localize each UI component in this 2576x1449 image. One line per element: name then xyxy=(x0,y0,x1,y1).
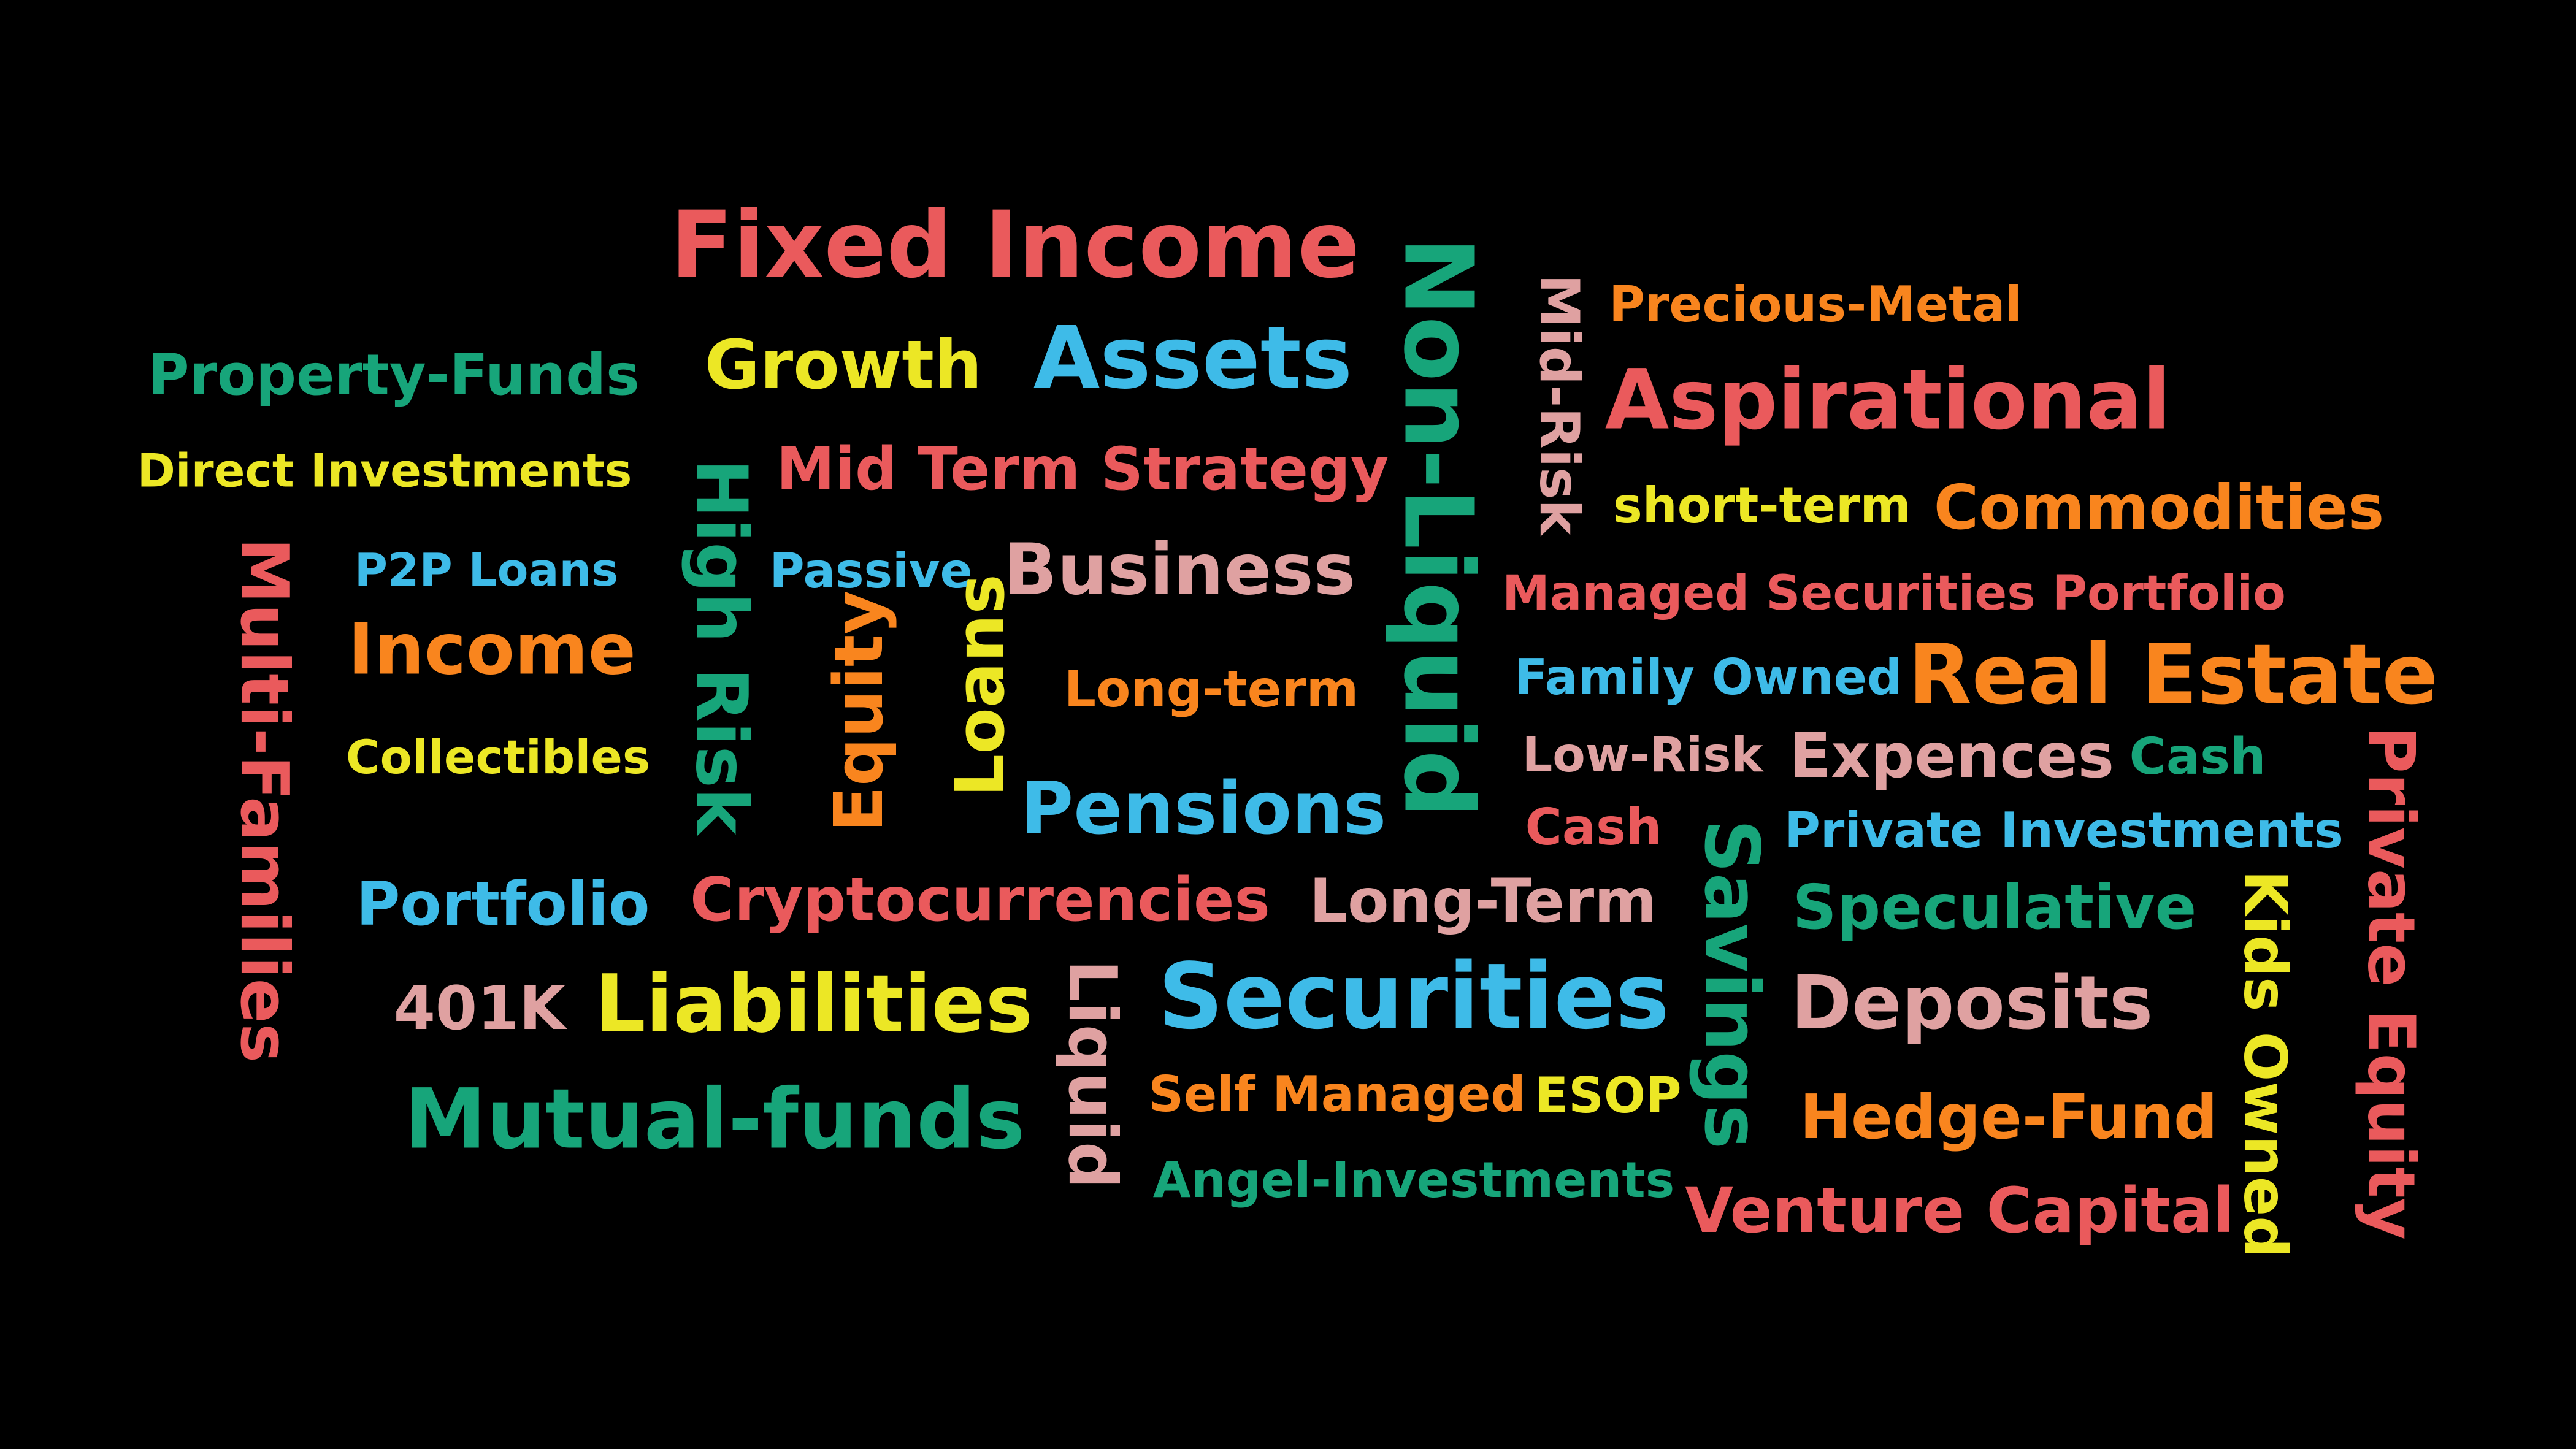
word-p2p-loans: P2P Loans xyxy=(354,544,619,597)
word-mid-risk: Mid-Risk xyxy=(1528,273,1591,536)
word-private-investments: Private Investments xyxy=(1784,802,2344,859)
word-kids-owned: Kids Owned xyxy=(2231,870,2299,1258)
word-short-term: short-term xyxy=(1613,477,1911,534)
word-property-funds: Property-Funds xyxy=(148,342,640,408)
word-business: Business xyxy=(1003,529,1356,611)
word-deposits: Deposits xyxy=(1790,961,2153,1046)
word-passive: Passive xyxy=(769,544,973,599)
word-equity: Equity xyxy=(819,590,898,833)
word-income: Income xyxy=(348,608,636,691)
word-loans: Loans xyxy=(941,574,1019,797)
word-401k: 401K xyxy=(393,974,566,1044)
word-angel-investments: Angel-Investments xyxy=(1152,1152,1675,1209)
word-private-equity: Private Equity xyxy=(2353,725,2429,1241)
word-cash-green: Cash xyxy=(2129,728,2266,786)
word-expences: Expences xyxy=(1788,720,2115,792)
word-high-risk: High Risk xyxy=(680,459,762,835)
word-managed-securities-portfolio: Managed Securities Portfolio xyxy=(1502,566,2286,621)
word-commodities: Commodities xyxy=(1933,472,2385,543)
word-aspirational: Aspirational xyxy=(1604,351,2171,448)
word-direct-investments: Direct Investments xyxy=(137,443,632,498)
word-long-term: Long-term xyxy=(1064,660,1359,719)
word-esop: ESOP xyxy=(1535,1067,1682,1124)
word-self-managed: Self Managed xyxy=(1148,1066,1526,1123)
word-mid-term-strategy: Mid Term Strategy xyxy=(776,435,1389,503)
word-mutual-funds: Mutual-funds xyxy=(404,1071,1025,1168)
word-real-estate: Real Estate xyxy=(1907,626,2439,723)
word-collectibles: Collectibles xyxy=(345,730,651,784)
word-portfolio: Portfolio xyxy=(356,870,650,939)
word-cryptocurrencies: Cryptocurrencies xyxy=(690,865,1270,935)
word-precious-metal: Precious-Metal xyxy=(1609,276,2022,333)
word-growth: Growth xyxy=(704,326,983,404)
word-cash-red: Cash xyxy=(1525,798,1662,857)
word-hedge-fund: Hedge-Fund xyxy=(1800,1081,2218,1153)
word-long-term-upper: Long-Term xyxy=(1309,866,1657,936)
word-non-liquid: Non-Liquid xyxy=(1382,236,1494,819)
word-assets: Assets xyxy=(1033,308,1353,408)
word-speculative: Speculative xyxy=(1792,871,2197,943)
word-savings: Savings xyxy=(1688,819,1775,1150)
word-low-risk: Low-Risk xyxy=(1522,728,1763,783)
word-multi-families: Multi-Families xyxy=(226,537,302,1063)
word-liquid: Liquid xyxy=(1054,959,1130,1190)
word-family-owned: Family Owned xyxy=(1514,649,1903,706)
word-pensions: Pensions xyxy=(1020,766,1387,851)
word-liabilities: Liabilities xyxy=(594,957,1033,1050)
word-securities: Securities xyxy=(1158,944,1669,1049)
word-fixed-income: Fixed Income xyxy=(670,192,1360,299)
word-venture-capital: Venture Capital xyxy=(1685,1174,2234,1247)
